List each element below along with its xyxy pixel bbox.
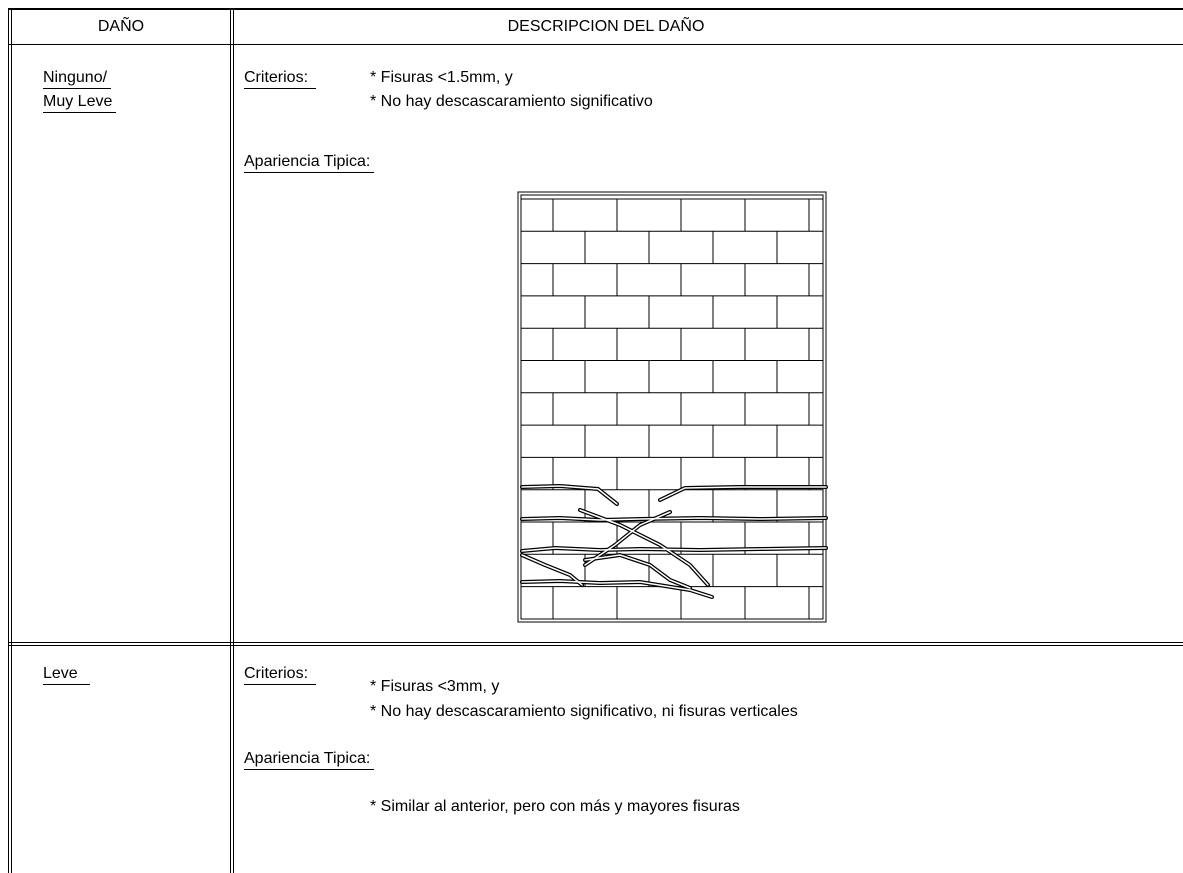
criteria-item: * Fisuras <3mm, y — [370, 678, 500, 695]
appearance-label: Apariencia Tipica: — [244, 152, 375, 173]
table-border — [233, 8, 234, 873]
damage-label: Ninguno/ — [43, 68, 112, 89]
wall-frame — [520, 194, 824, 620]
criteria-item: * Fisuras <1.5mm, y — [370, 69, 513, 86]
table-border — [8, 8, 1183, 10]
appearance-label: Apariencia Tipica: — [244, 749, 375, 770]
criteria-label: Criterios: — [244, 664, 317, 685]
criteria-item: * No hay descascaramiento significativo,… — [370, 703, 798, 720]
criteria-item: * No hay descascaramiento significativo — [370, 93, 653, 110]
damage-label: Muy Leve — [43, 92, 117, 113]
table-border — [11, 8, 12, 873]
table-border — [8, 8, 9, 873]
table-border — [8, 645, 1183, 646]
note: * Similar al anterior, pero con más y ma… — [370, 798, 740, 815]
damage-label: Leve — [43, 664, 90, 685]
wall-frame — [517, 191, 827, 623]
cracks — [520, 483, 828, 599]
table-border — [8, 44, 1183, 45]
header-cell: DESCRIPCION DEL DAÑO — [507, 18, 705, 35]
criteria-label: Criterios: — [244, 68, 317, 89]
header-cell: DAÑO — [97, 18, 145, 35]
bricks — [521, 198, 823, 619]
table-border — [230, 8, 231, 873]
table-border — [8, 642, 1183, 643]
